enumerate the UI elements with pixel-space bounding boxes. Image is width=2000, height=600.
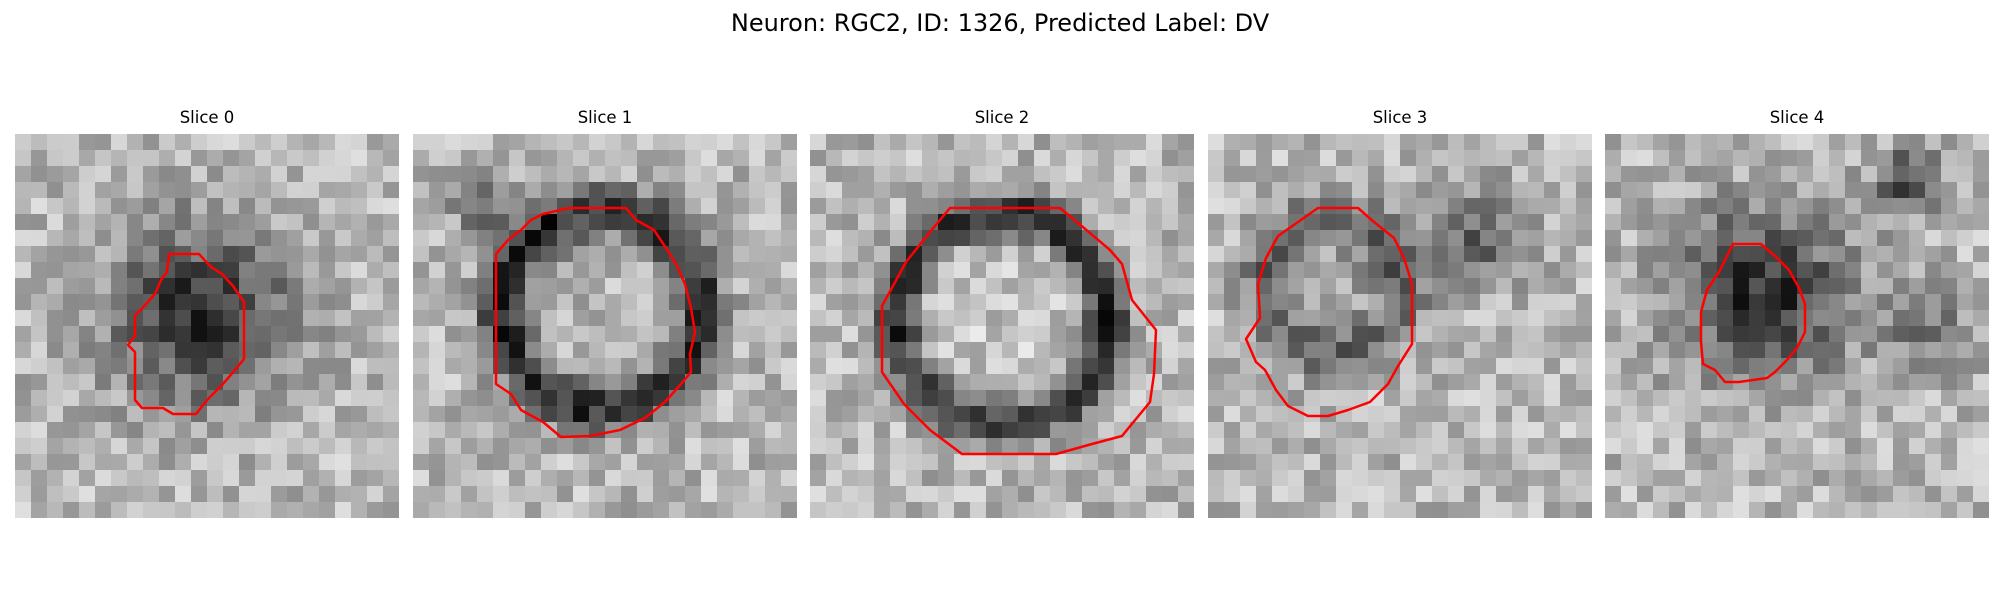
grayscale-image xyxy=(1208,134,1592,518)
slice-panel-1: Slice 1 xyxy=(413,108,797,518)
grayscale-image xyxy=(15,134,399,518)
slice-image xyxy=(413,134,797,518)
slice-title: Slice 0 xyxy=(179,108,235,127)
cell-outline xyxy=(1244,206,1414,418)
cell-outline xyxy=(880,206,1158,456)
cell-outline xyxy=(1699,242,1807,384)
grayscale-image xyxy=(413,134,797,518)
slice-image xyxy=(1605,134,1989,518)
roi-contour xyxy=(494,206,697,439)
slice-panel-0: Slice 0 xyxy=(15,108,399,518)
roi-contour xyxy=(1244,206,1414,418)
slice-title: Slice 3 xyxy=(1372,108,1428,127)
roi-contour xyxy=(126,252,246,416)
slice-title: Slice 4 xyxy=(1769,108,1825,127)
slice-image xyxy=(1208,134,1592,518)
slice-panel-2: Slice 2 xyxy=(810,108,1194,518)
slice-image xyxy=(810,134,1194,518)
slice-panel-4: Slice 4 xyxy=(1605,108,1989,518)
figure-title: Neuron: RGC2, ID: 1326, Predicted Label:… xyxy=(730,9,1270,37)
roi-contour xyxy=(1699,242,1807,384)
cell-outline xyxy=(494,206,697,439)
slice-panel-3: Slice 3 xyxy=(1208,108,1592,518)
slice-image xyxy=(15,134,399,518)
roi-contour xyxy=(880,206,1158,456)
slice-title: Slice 1 xyxy=(577,108,633,127)
cell-outline xyxy=(126,252,246,416)
slice-title: Slice 2 xyxy=(974,108,1030,127)
grayscale-image xyxy=(1605,134,1989,518)
